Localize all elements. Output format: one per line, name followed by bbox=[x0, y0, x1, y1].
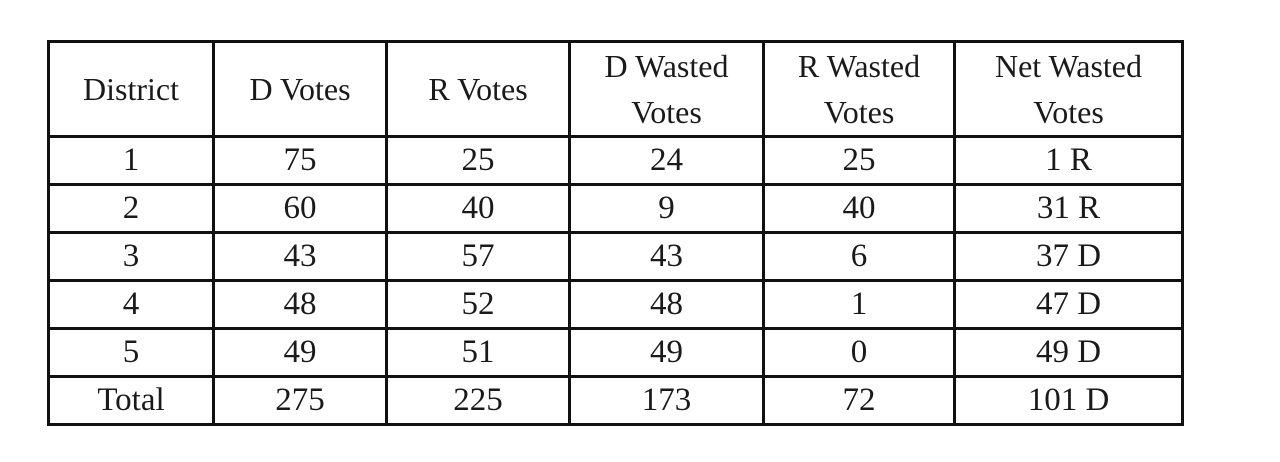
header-district: District bbox=[47, 40, 215, 138]
cell-district: 3 bbox=[47, 231, 215, 282]
header-net-wasted-votes: Net Wasted Votes bbox=[953, 40, 1184, 138]
cell-total-r-wasted-votes: 72 bbox=[762, 375, 956, 426]
cell-d-votes: 48 bbox=[212, 279, 388, 330]
cell-r-wasted-votes: 0 bbox=[762, 327, 956, 378]
cell-r-votes: 40 bbox=[385, 183, 571, 234]
cell-d-votes: 75 bbox=[212, 135, 388, 186]
cell-r-wasted-votes: 25 bbox=[762, 135, 956, 186]
table-row-district-4: 4 48 52 48 1 47 D bbox=[47, 279, 1184, 330]
cell-total-r-votes: 225 bbox=[385, 375, 571, 426]
cell-district: 4 bbox=[47, 279, 215, 330]
header-r-wasted-votes: R Wasted Votes bbox=[762, 40, 956, 138]
cell-total-label: Total bbox=[47, 375, 215, 426]
cell-d-wasted-votes: 43 bbox=[568, 231, 765, 282]
table-total-row: Total 275 225 173 72 101 D bbox=[47, 375, 1184, 426]
wasted-votes-table: District D Votes R Votes D Wasted Votes … bbox=[47, 40, 1184, 426]
cell-net-wasted-votes: 1 R bbox=[953, 135, 1184, 186]
cell-r-votes: 57 bbox=[385, 231, 571, 282]
cell-d-votes: 60 bbox=[212, 183, 388, 234]
header-r-votes: R Votes bbox=[385, 40, 571, 138]
table-row-district-5: 5 49 51 49 0 49 D bbox=[47, 327, 1184, 378]
header-d-votes: D Votes bbox=[212, 40, 388, 138]
header-d-wasted-votes: D Wasted Votes bbox=[568, 40, 765, 138]
cell-net-wasted-votes: 31 R bbox=[953, 183, 1184, 234]
cell-r-wasted-votes: 40 bbox=[762, 183, 956, 234]
cell-r-votes: 25 bbox=[385, 135, 571, 186]
table-row-district-1: 1 75 25 24 25 1 R bbox=[47, 135, 1184, 186]
cell-d-wasted-votes: 49 bbox=[568, 327, 765, 378]
table-header-row: District D Votes R Votes D Wasted Votes … bbox=[47, 40, 1184, 138]
cell-r-votes: 52 bbox=[385, 279, 571, 330]
cell-total-d-wasted-votes: 173 bbox=[568, 375, 765, 426]
cell-district: 2 bbox=[47, 183, 215, 234]
cell-total-d-votes: 275 bbox=[212, 375, 388, 426]
cell-district: 5 bbox=[47, 327, 215, 378]
cell-net-wasted-votes: 49 D bbox=[953, 327, 1184, 378]
table-row-district-2: 2 60 40 9 40 31 R bbox=[47, 183, 1184, 234]
cell-net-wasted-votes: 37 D bbox=[953, 231, 1184, 282]
cell-r-wasted-votes: 1 bbox=[762, 279, 956, 330]
cell-d-wasted-votes: 48 bbox=[568, 279, 765, 330]
table-row-district-3: 3 43 57 43 6 37 D bbox=[47, 231, 1184, 282]
table-container: District D Votes R Votes D Wasted Votes … bbox=[47, 40, 1184, 426]
cell-d-votes: 43 bbox=[212, 231, 388, 282]
cell-total-net-wasted-votes: 101 D bbox=[953, 375, 1184, 426]
cell-district: 1 bbox=[47, 135, 215, 186]
cell-d-wasted-votes: 9 bbox=[568, 183, 765, 234]
cell-d-wasted-votes: 24 bbox=[568, 135, 765, 186]
cell-r-wasted-votes: 6 bbox=[762, 231, 956, 282]
cell-r-votes: 51 bbox=[385, 327, 571, 378]
cell-d-votes: 49 bbox=[212, 327, 388, 378]
cell-net-wasted-votes: 47 D bbox=[953, 279, 1184, 330]
